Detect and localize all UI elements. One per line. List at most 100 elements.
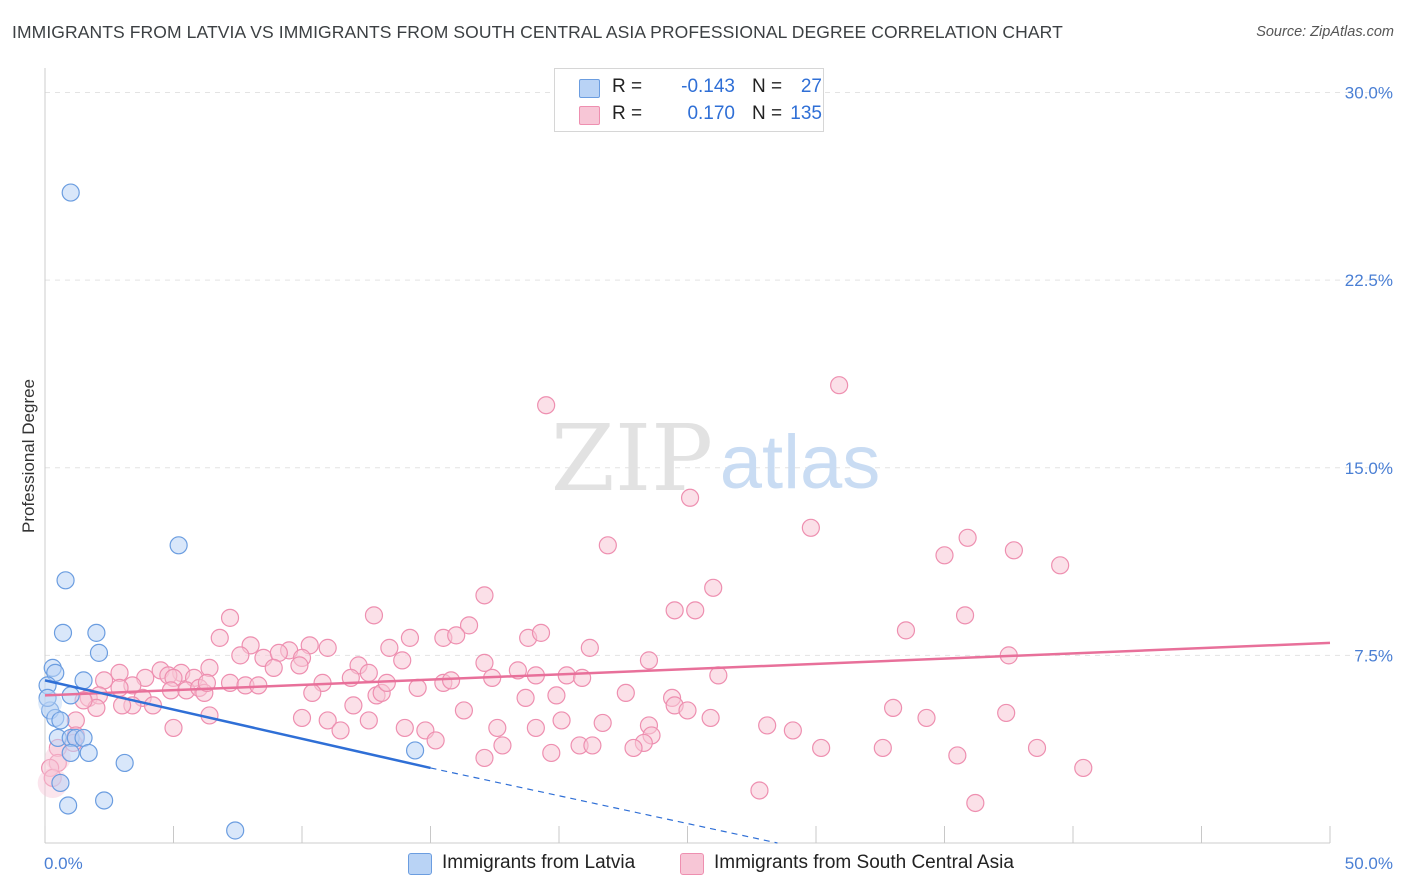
data-point-south-central-asia bbox=[1051, 556, 1070, 575]
data-point-south-central-asia bbox=[935, 546, 954, 565]
data-point-latvia bbox=[61, 183, 80, 202]
legend-label-latvia: Immigrants from Latvia bbox=[442, 852, 636, 873]
data-point-south-central-asia bbox=[331, 721, 350, 740]
data-point-south-central-asia bbox=[704, 578, 723, 597]
data-point-south-central-asia bbox=[1004, 541, 1023, 560]
data-point-south-central-asia bbox=[393, 651, 412, 670]
data-point-latvia bbox=[38, 688, 57, 708]
data-point-south-central-asia bbox=[475, 653, 494, 672]
data-point-latvia bbox=[226, 821, 245, 840]
data-point-south-central-asia bbox=[680, 488, 700, 507]
legend-label-south-central-asia: Immigrants from South Central Asia bbox=[714, 852, 1014, 873]
data-point-south-central-asia bbox=[598, 536, 617, 555]
data-point-south-central-asia bbox=[1074, 758, 1093, 778]
grid-lines bbox=[45, 92, 1393, 656]
legend-n-value: 135 bbox=[790, 103, 822, 124]
trend-line-latvia bbox=[44, 679, 431, 770]
data-point-latvia bbox=[169, 536, 188, 555]
data-point-south-central-asia bbox=[318, 711, 337, 730]
data-point-south-central-asia bbox=[164, 718, 183, 738]
data-point-south-central-asia bbox=[997, 703, 1016, 723]
data-point-south-central-asia bbox=[537, 396, 556, 415]
data-point-south-central-asia bbox=[547, 686, 566, 705]
stats-legend: R = -0.143 N = 27 R = 0.170 N = 135 bbox=[554, 68, 824, 132]
data-point-south-central-asia bbox=[318, 638, 337, 657]
data-point-latvia bbox=[95, 791, 114, 810]
data-point-latvia bbox=[59, 796, 78, 815]
data-point-south-central-asia bbox=[701, 708, 720, 728]
data-point-latvia bbox=[51, 711, 70, 730]
data-point-south-central-asia bbox=[665, 601, 684, 620]
data-point-south-central-asia bbox=[580, 638, 599, 657]
data-point-south-central-asia bbox=[1027, 738, 1047, 758]
data-point-south-central-asia bbox=[750, 781, 769, 800]
legend-n-value: 27 bbox=[800, 76, 822, 97]
data-point-south-central-asia bbox=[830, 376, 849, 395]
data-point-south-central-asia bbox=[542, 743, 561, 763]
data-point-latvia bbox=[87, 623, 106, 642]
data-point-south-central-asia bbox=[475, 748, 494, 768]
data-point-south-central-asia bbox=[593, 713, 612, 733]
data-point-south-central-asia bbox=[303, 683, 322, 703]
data-point-south-central-asia bbox=[292, 708, 312, 728]
data-point-south-central-asia bbox=[552, 711, 571, 730]
data-point-south-central-asia bbox=[896, 621, 916, 640]
legend-n-label: N = bbox=[752, 103, 783, 124]
series-legend: Immigrants from Latvia Immigrants from S… bbox=[0, 850, 1406, 880]
legend-r-value: 0.170 bbox=[687, 103, 735, 124]
data-point-south-central-asia bbox=[958, 528, 977, 547]
x-tick-label: 0.0% bbox=[44, 854, 83, 873]
legend-swatch-latvia bbox=[579, 79, 600, 98]
data-point-south-central-asia bbox=[210, 628, 229, 647]
series-latvia bbox=[38, 183, 425, 840]
legend-r-label: R = bbox=[612, 76, 643, 97]
data-point-south-central-asia bbox=[678, 701, 697, 720]
data-point-south-central-asia bbox=[639, 651, 659, 670]
data-point-south-central-asia bbox=[883, 698, 903, 718]
data-point-latvia bbox=[115, 753, 134, 773]
data-point-south-central-asia bbox=[508, 661, 527, 680]
data-point-south-central-asia bbox=[408, 678, 427, 697]
chart-title: IMMIGRANTS FROM LATVIA VS IMMIGRANTS FRO… bbox=[12, 22, 1063, 42]
y-tick-label: 7.5% bbox=[1354, 646, 1393, 665]
data-point-south-central-asia bbox=[197, 673, 217, 692]
data-point-south-central-asia bbox=[783, 721, 802, 740]
data-point-south-central-asia bbox=[616, 683, 635, 703]
data-point-south-central-asia bbox=[948, 746, 967, 765]
data-point-south-central-asia bbox=[917, 708, 936, 728]
watermark-atlas: atlas bbox=[720, 420, 881, 505]
legend-r-label: R = bbox=[612, 103, 643, 124]
y-tick-label: 15.0% bbox=[1345, 459, 1393, 478]
legend-swatch-latvia bbox=[408, 853, 432, 875]
data-point-south-central-asia bbox=[441, 671, 461, 690]
x-tick-label: 50.0% bbox=[1345, 854, 1393, 873]
trend-lines bbox=[44, 641, 1331, 844]
legend-r-value: -0.143 bbox=[681, 76, 735, 97]
data-point-south-central-asia bbox=[573, 668, 592, 687]
data-point-south-central-asia bbox=[359, 663, 378, 682]
legend-swatch-south-central-asia bbox=[680, 853, 704, 875]
data-point-latvia bbox=[61, 743, 80, 763]
data-point-south-central-asia bbox=[200, 658, 219, 677]
data-point-south-central-asia bbox=[966, 793, 985, 813]
legend-swatch-south-central-asia bbox=[579, 106, 600, 125]
y-tick-label: 30.0% bbox=[1345, 84, 1393, 103]
data-point-south-central-asia bbox=[344, 696, 363, 715]
data-point-south-central-asia bbox=[493, 736, 512, 755]
trend-line-south-central-asia bbox=[44, 641, 1331, 697]
data-point-south-central-asia bbox=[516, 688, 535, 708]
data-point-latvia bbox=[405, 741, 425, 760]
data-point-latvia bbox=[74, 671, 93, 690]
data-point-south-central-asia bbox=[447, 626, 466, 645]
data-point-latvia bbox=[53, 623, 73, 642]
data-point-latvia bbox=[38, 690, 63, 715]
data-point-south-central-asia bbox=[488, 718, 507, 738]
data-point-south-central-asia bbox=[955, 606, 975, 625]
tick-labels: 7.5% 15.0% 22.5% 30.0% 0.0% 50.0% bbox=[44, 84, 1393, 873]
watermark: ZIP atlas bbox=[551, 405, 880, 512]
data-point-south-central-asia bbox=[873, 738, 892, 758]
data-point-south-central-asia bbox=[359, 711, 378, 730]
data-point-latvia bbox=[89, 643, 109, 662]
data-point-south-central-asia bbox=[624, 738, 643, 758]
data-point-latvia bbox=[56, 571, 75, 590]
